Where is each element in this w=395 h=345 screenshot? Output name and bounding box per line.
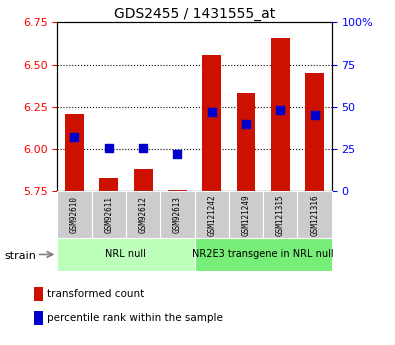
Bar — [134, 169, 152, 191]
Text: GSM121316: GSM121316 — [310, 194, 319, 236]
Bar — [237, 93, 256, 191]
Bar — [57, 191, 92, 238]
Text: NR2E3 transgene in NRL null: NR2E3 transgene in NRL null — [192, 249, 334, 259]
Text: GSM92610: GSM92610 — [70, 196, 79, 233]
Bar — [160, 191, 195, 238]
Text: GSM121242: GSM121242 — [207, 194, 216, 236]
Text: transformed count: transformed count — [47, 289, 145, 299]
Bar — [65, 114, 84, 191]
Bar — [195, 191, 229, 238]
Point — [243, 121, 249, 127]
Text: NRL null: NRL null — [105, 249, 146, 259]
Text: GSM92611: GSM92611 — [104, 196, 113, 233]
Point — [209, 109, 215, 115]
Point — [174, 151, 181, 157]
Text: GSM121249: GSM121249 — [241, 194, 250, 236]
Bar — [99, 178, 118, 191]
Bar — [297, 191, 332, 238]
Bar — [126, 191, 160, 238]
Text: GSM92612: GSM92612 — [139, 196, 148, 233]
Bar — [57, 238, 195, 271]
Bar — [263, 191, 297, 238]
Text: strain: strain — [4, 251, 36, 261]
Text: percentile rank within the sample: percentile rank within the sample — [47, 313, 223, 323]
Bar — [305, 73, 324, 191]
Bar — [195, 238, 332, 271]
Bar — [229, 191, 263, 238]
Point — [140, 145, 146, 150]
Point — [277, 108, 284, 113]
Bar — [202, 55, 221, 191]
Text: GSM92613: GSM92613 — [173, 196, 182, 233]
Point — [312, 112, 318, 118]
Bar — [271, 38, 290, 191]
Point — [71, 135, 77, 140]
Title: GDS2455 / 1431555_at: GDS2455 / 1431555_at — [114, 7, 275, 21]
Point — [105, 145, 112, 150]
Bar — [168, 190, 187, 191]
Text: GSM121315: GSM121315 — [276, 194, 285, 236]
Bar — [92, 191, 126, 238]
